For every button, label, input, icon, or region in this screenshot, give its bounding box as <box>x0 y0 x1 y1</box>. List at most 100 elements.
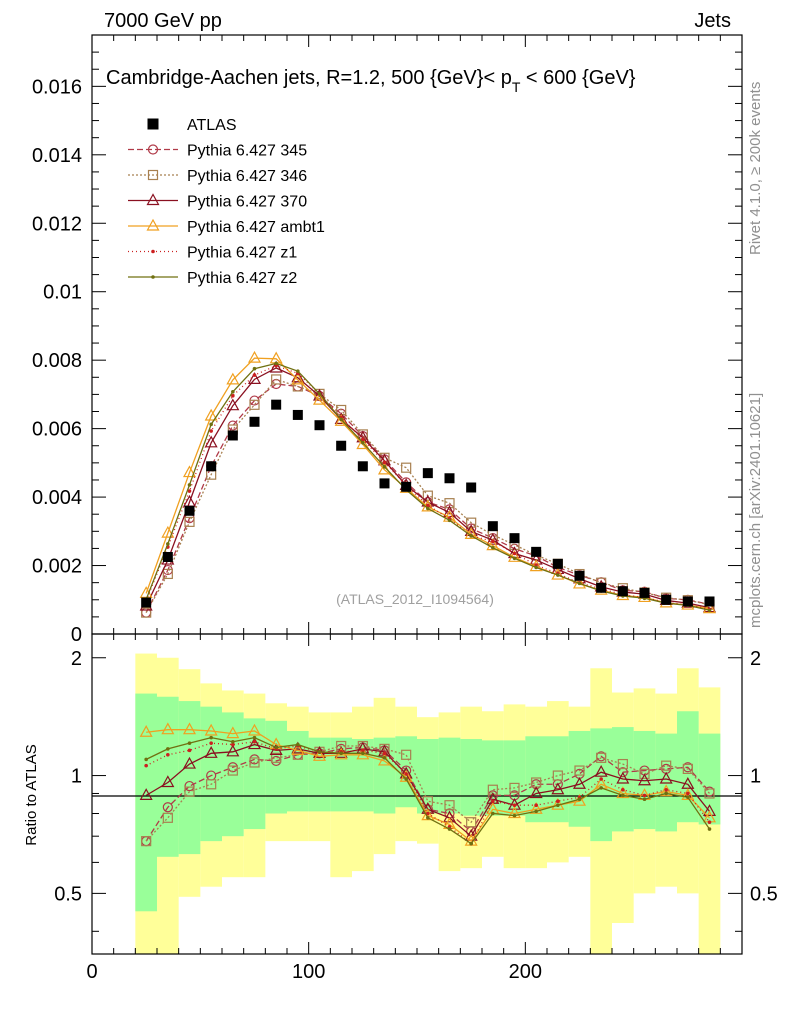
series-marker-ratio <box>139 788 153 800</box>
series-marker-main <box>252 373 257 377</box>
data-point <box>487 521 498 532</box>
series-marker-main <box>187 483 192 487</box>
series-marker-main <box>231 389 235 394</box>
series-marker-ratio <box>491 811 495 816</box>
header-left: 7000 GeV pp <box>104 10 222 32</box>
axes-group: 0 100 200 0 0.002 0.004 0.006 0.008 0.01 0.012 0.0… <box>32 35 778 983</box>
series-marker-ratio <box>512 813 517 818</box>
series-line-main <box>145 383 710 613</box>
data-point <box>531 546 542 557</box>
data-point <box>206 461 217 472</box>
series-marker-ratio <box>187 748 192 753</box>
series-marker-ratio <box>509 782 520 794</box>
series-marker-ratio <box>442 810 457 823</box>
data-point <box>379 478 390 489</box>
legend-marker <box>151 249 155 254</box>
series-marker-ratio <box>529 786 543 799</box>
series-marker-main <box>534 565 538 570</box>
series-marker-ratio <box>617 758 628 770</box>
data-point <box>357 461 368 472</box>
ratio-series-group <box>139 722 717 847</box>
series-marker-main <box>162 568 173 580</box>
series-marker-main <box>401 462 412 473</box>
series-marker-ratio <box>507 806 522 819</box>
series-marker-ratio <box>144 757 148 762</box>
series-marker-ratio <box>226 744 240 757</box>
series-marker-ratio <box>296 742 300 747</box>
series-marker-ratio <box>291 743 305 755</box>
series-marker-ratio <box>686 791 690 796</box>
series-marker-ratio <box>204 746 218 758</box>
y-tick-label-ratio: 1 <box>71 766 82 788</box>
series-marker-main <box>382 460 387 465</box>
series-line-main <box>145 364 710 610</box>
series-marker-main <box>182 465 197 478</box>
series-marker-ratio <box>426 811 430 816</box>
series-marker-main <box>361 437 365 442</box>
series-marker-ratio <box>184 786 195 797</box>
inner-band-bin <box>222 712 244 837</box>
series-marker-ratio <box>664 787 668 792</box>
data-point <box>509 533 520 544</box>
series-marker-main <box>274 361 278 366</box>
series-marker-ratio <box>707 827 712 831</box>
series-marker-main <box>447 518 452 523</box>
series-marker-main <box>209 422 213 427</box>
inner-band-bin <box>135 693 157 912</box>
y-tick-label-main: 0.004 <box>32 487 82 509</box>
series-marker-main <box>466 523 477 534</box>
data-point <box>661 594 672 605</box>
series-marker-ratio <box>491 799 495 804</box>
y-tick-label-ratio: 0.5 <box>54 883 82 905</box>
series-marker-ratio <box>226 726 240 739</box>
series-marker-ratio <box>642 797 647 802</box>
inner-band-bin <box>438 737 461 814</box>
data-point <box>162 551 173 562</box>
series-marker-ratio <box>702 804 717 816</box>
series-marker-ratio <box>642 793 647 798</box>
series-marker-ratio <box>204 723 218 736</box>
series-marker-ratio <box>707 820 712 825</box>
series-marker-ratio <box>426 815 430 820</box>
series-marker-ratio <box>401 749 412 760</box>
inner-band-bin <box>698 733 721 825</box>
main-series-group <box>139 350 717 618</box>
series-marker-ratio <box>166 747 170 751</box>
legend-label: Pythia 6.427 ambt1 <box>187 219 325 236</box>
inner-band-bin <box>352 739 374 812</box>
series-marker-ratio <box>144 763 148 768</box>
series-marker-ratio <box>639 768 650 779</box>
series-marker-main <box>556 573 560 577</box>
series-marker-ratio <box>469 841 473 846</box>
series-marker-ratio <box>534 803 538 808</box>
legend-label: Pythia 6.427 z1 <box>187 245 297 262</box>
series-marker-ratio <box>556 803 560 808</box>
series-marker-main <box>356 437 370 450</box>
data-point <box>184 505 195 516</box>
series-marker-ratio <box>447 827 452 831</box>
series-marker-main <box>512 556 517 561</box>
series-marker-ratio <box>616 786 630 799</box>
series-marker-ratio <box>141 836 152 847</box>
series-marker-ratio <box>404 772 408 776</box>
series-marker-main <box>426 506 430 511</box>
data-point <box>249 416 260 427</box>
series-marker-main <box>334 414 348 426</box>
series-marker-ratio <box>594 764 608 777</box>
data-point <box>444 473 455 484</box>
series-marker-ratio <box>512 803 517 808</box>
series-marker-ratio <box>162 802 173 813</box>
series-marker-main <box>491 545 495 550</box>
y-tick-label-main: 0 <box>71 624 82 646</box>
series-marker-ratio <box>552 770 563 781</box>
series-marker-ratio <box>182 756 197 769</box>
series-marker-main <box>339 417 343 422</box>
series-marker-ratio <box>247 723 262 736</box>
series-marker-ratio <box>187 741 192 745</box>
y-tick-label-main: 0.006 <box>32 419 82 441</box>
series-marker-ratio <box>206 779 217 790</box>
series-marker-ratio <box>421 808 435 821</box>
inner-band-bin <box>178 701 201 855</box>
series-marker-main <box>312 392 327 405</box>
y-tick-label-main: 0.008 <box>32 350 82 372</box>
